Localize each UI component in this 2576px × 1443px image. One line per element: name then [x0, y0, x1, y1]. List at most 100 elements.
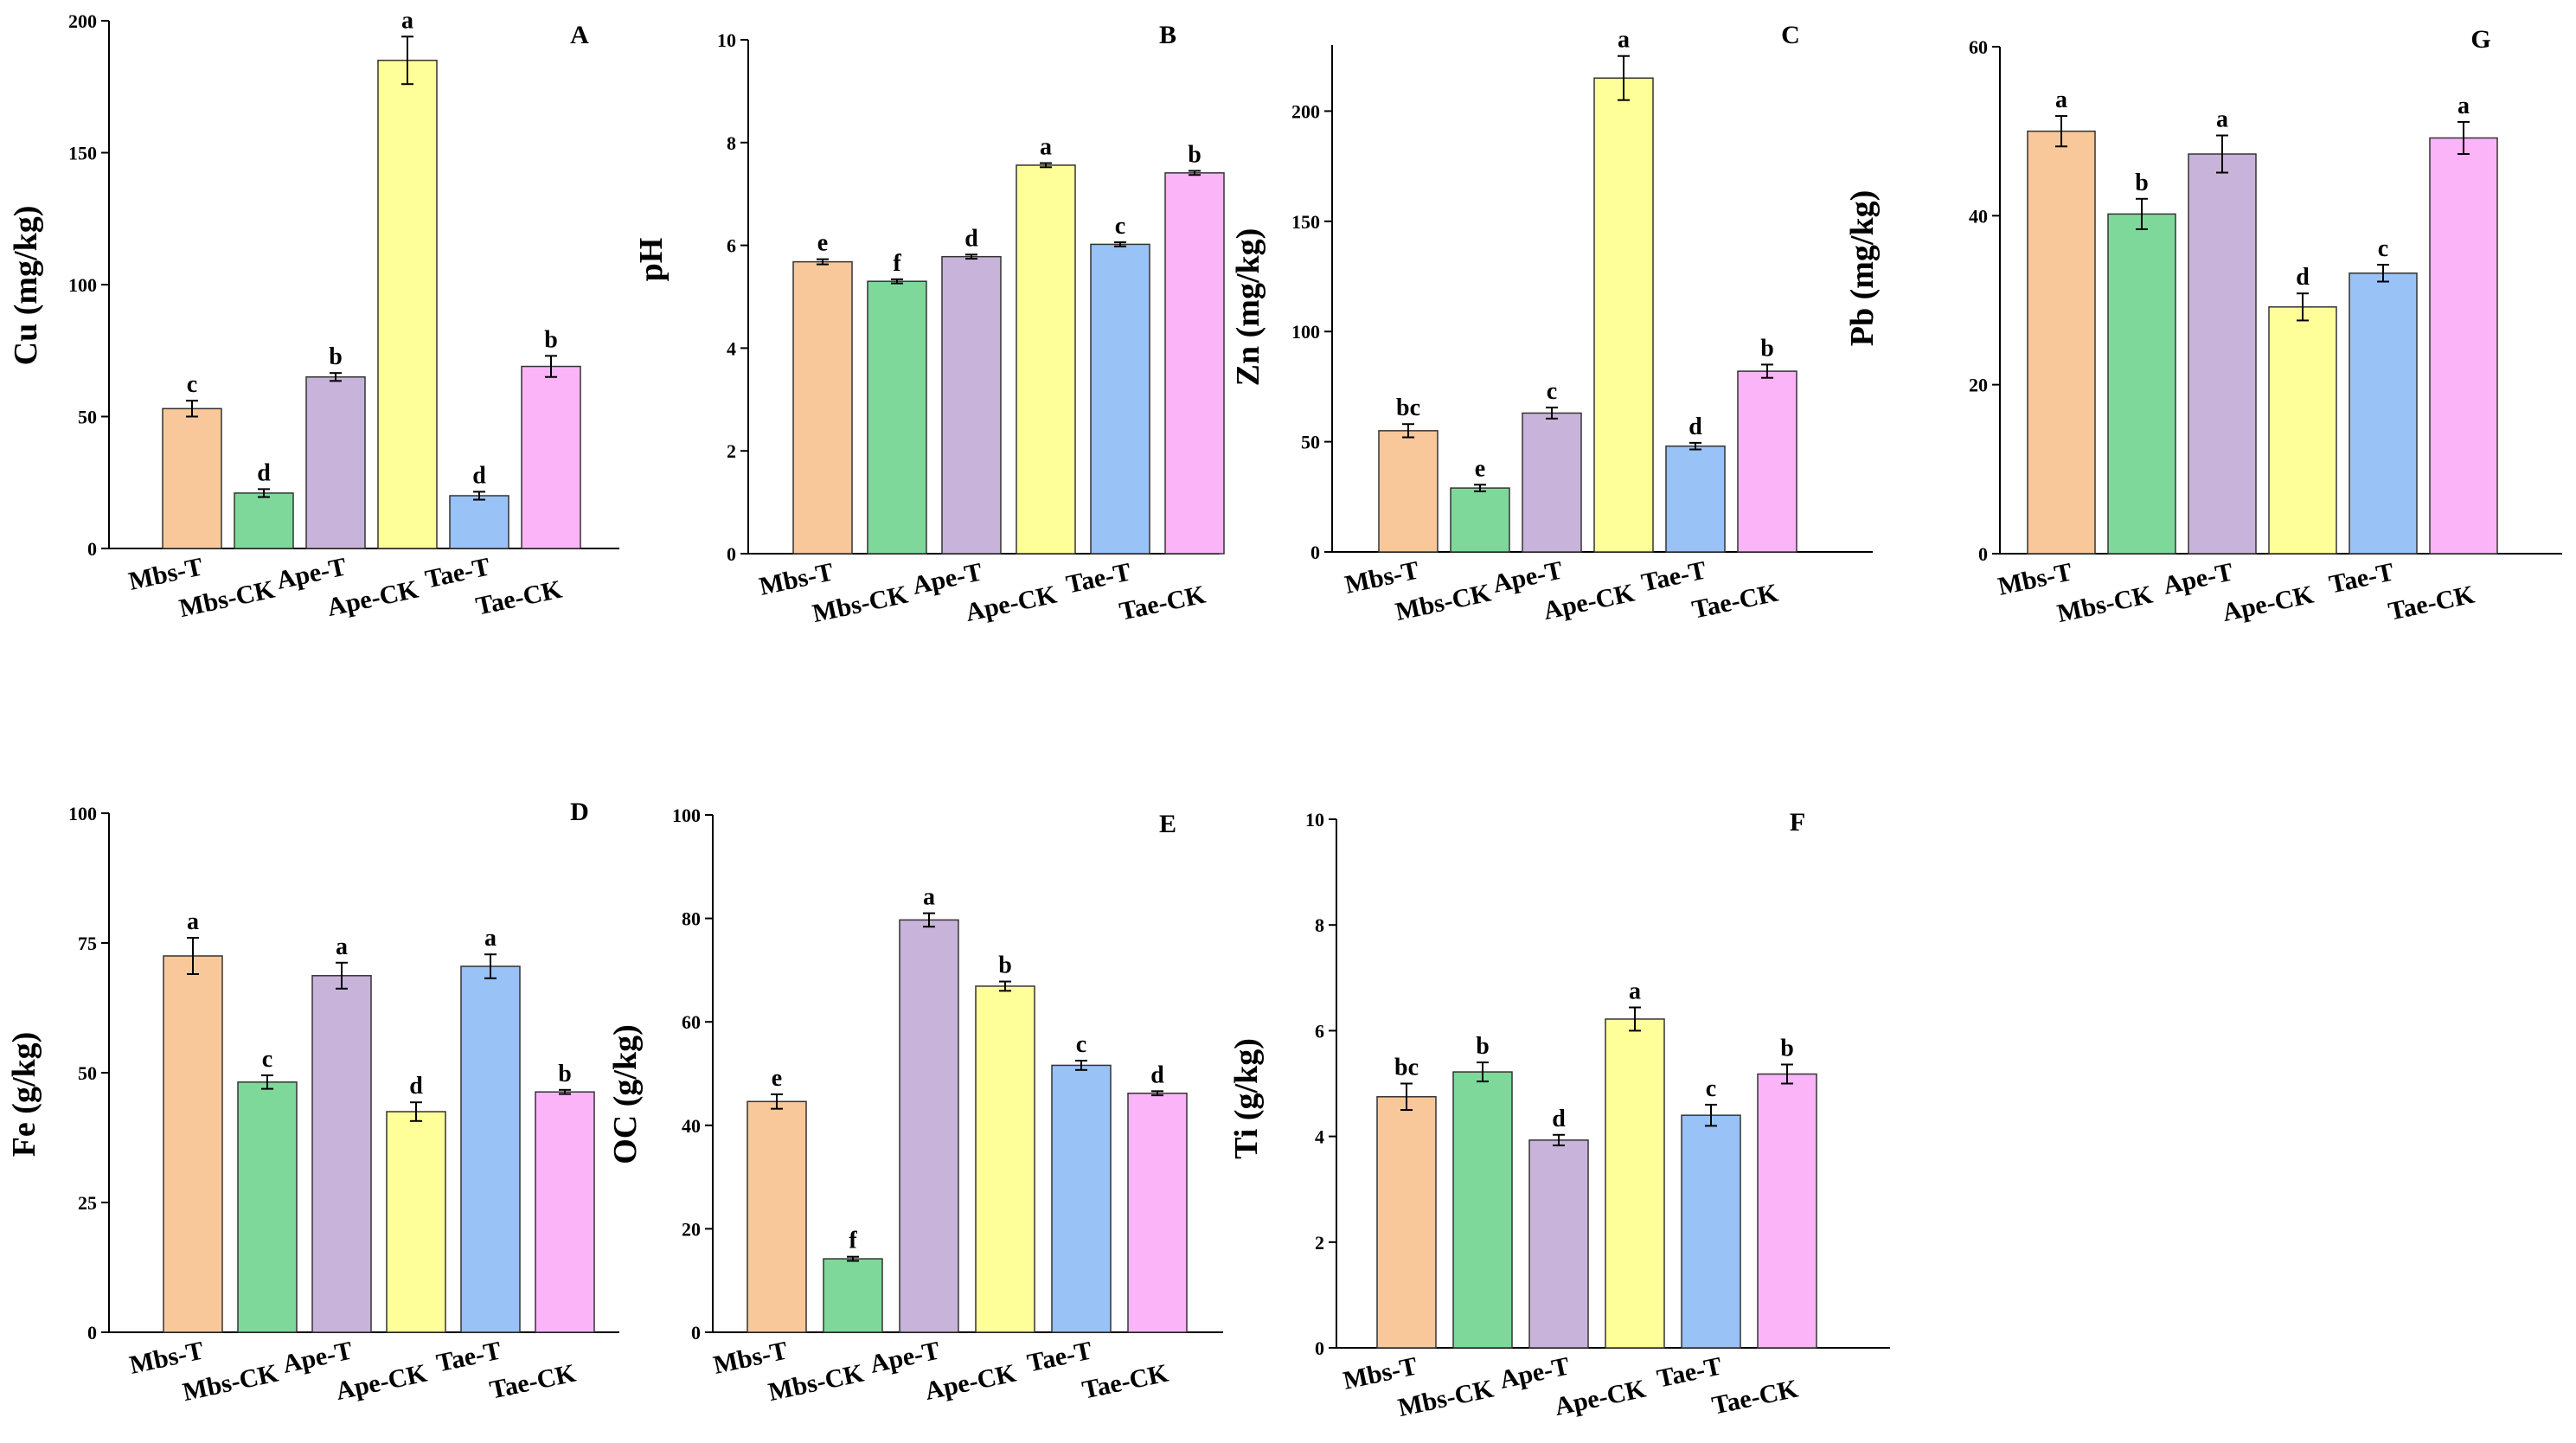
bar [237, 1081, 298, 1333]
bar [535, 1091, 595, 1333]
x-tick-label: Tae-T [434, 1337, 504, 1378]
bar [1127, 1092, 1188, 1333]
significance-letter: b [1188, 141, 1201, 168]
significance-letter: a [2216, 106, 2228, 133]
significance-letter: d [257, 459, 271, 486]
significance-letter: d [1150, 1061, 1164, 1088]
significance-letter: a [923, 884, 935, 911]
y-axis-label: Zn (mg/kg) [1230, 228, 1266, 387]
error-bar [891, 278, 903, 285]
significance-letter: c [1115, 213, 1125, 240]
significance-letter: b [558, 1061, 572, 1087]
bar [1681, 1114, 1741, 1349]
error-bar [2457, 120, 2470, 156]
error-bar [2297, 292, 2309, 322]
significance-letter: e [1475, 455, 1485, 482]
error-bar [410, 1101, 422, 1122]
y-tick-label: 0 [691, 1322, 701, 1344]
bar [2429, 137, 2498, 555]
significance-letter: bc [1394, 1055, 1419, 1081]
y-tick-label: 0 [1310, 542, 1320, 563]
significance-letter: b [544, 326, 558, 353]
x-tick-label: Mbs-T [1341, 1352, 1420, 1395]
bar [2188, 153, 2257, 555]
bar [1450, 487, 1510, 553]
error-bar [545, 355, 557, 378]
significance-letter: b [998, 952, 1012, 979]
error-bar [2377, 263, 2389, 283]
y-axis-label: OC (g/kg) [607, 1024, 644, 1164]
bar [377, 60, 438, 549]
panel-B: 0246810pHBeMbs-TfMbs-CKdApe-TaApe-CKcTae… [633, 21, 1225, 628]
significance-letter: b [329, 343, 343, 370]
y-axis-label: Pb (mg/kg) [1844, 190, 1881, 347]
x-tick-label: Tae-T [1064, 558, 1134, 600]
bar [1378, 430, 1439, 553]
error-bar [2216, 134, 2228, 174]
error-bar [1553, 1133, 1565, 1146]
bar [823, 1258, 883, 1333]
x-tick-label: Tae-T [423, 553, 493, 594]
y-tick-label: 150 [68, 143, 97, 164]
y-tick-label: 50 [78, 1062, 97, 1084]
error-bar [1189, 170, 1201, 176]
error-bar [1400, 1082, 1413, 1112]
bar [162, 407, 222, 549]
bar [311, 975, 372, 1333]
x-tick-label: Ape-T [280, 1337, 356, 1379]
bar [1528, 1139, 1589, 1349]
significance-letter: bc [1396, 394, 1420, 421]
bar [2268, 306, 2337, 555]
panel-label: B [1159, 21, 1176, 49]
x-tick-label: Mbs-T [1342, 556, 1422, 600]
bar [521, 365, 581, 549]
y-tick-label: 150 [1291, 211, 1320, 233]
y-tick-label: 75 [78, 933, 97, 954]
x-tick-label: Ape-T [868, 1337, 943, 1379]
error-bar [1629, 1006, 1641, 1032]
x-tick-label: Tae-T [1025, 1337, 1095, 1378]
y-tick-label: 60 [1969, 36, 1988, 58]
bar [449, 495, 509, 549]
bar [163, 955, 223, 1333]
bar [1376, 1096, 1437, 1349]
error-bar [999, 980, 1011, 992]
significance-letter: c [1706, 1075, 1716, 1102]
bar [2027, 130, 2096, 555]
y-tick-label: 6 [727, 235, 736, 257]
panel-label: E [1159, 810, 1176, 838]
x-tick-label: Ape-T [1490, 556, 1566, 599]
x-tick-label: Ape-T [910, 558, 985, 600]
y-tick-label: 0 [87, 1322, 97, 1344]
error-bar [1151, 1090, 1163, 1097]
x-tick-label: Mbs-T [1996, 558, 2075, 601]
significance-letter: a [1040, 134, 1052, 161]
significance-letter: b [1780, 1036, 1794, 1062]
x-tick-label: Mbs-T [711, 1337, 791, 1380]
y-tick-label: 20 [682, 1218, 701, 1240]
bar [2349, 272, 2418, 555]
x-tick-label: Mbs-CK [2054, 580, 2156, 628]
significance-letter: d [409, 1073, 423, 1100]
error-bar [330, 372, 342, 382]
error-bar [1546, 407, 1558, 420]
y-tick-label: 4 [1315, 1126, 1324, 1148]
error-bar [1761, 363, 1773, 379]
bar [941, 255, 1002, 555]
x-tick-label: Tae-CK [1689, 578, 1781, 624]
y-tick-label: 100 [68, 274, 97, 296]
y-tick-label: 8 [1315, 914, 1324, 936]
y-tick-label: 10 [717, 29, 736, 51]
y-tick-label: 0 [727, 543, 736, 565]
bar [386, 1111, 446, 1333]
error-bar [1781, 1063, 1793, 1085]
x-tick-label: Ape-T [2161, 558, 2236, 600]
x-tick-label: Ape-T [1497, 1352, 1573, 1395]
bar [1593, 77, 1654, 553]
error-bar [1474, 484, 1486, 492]
x-tick-label: Tae-CK [473, 574, 565, 620]
